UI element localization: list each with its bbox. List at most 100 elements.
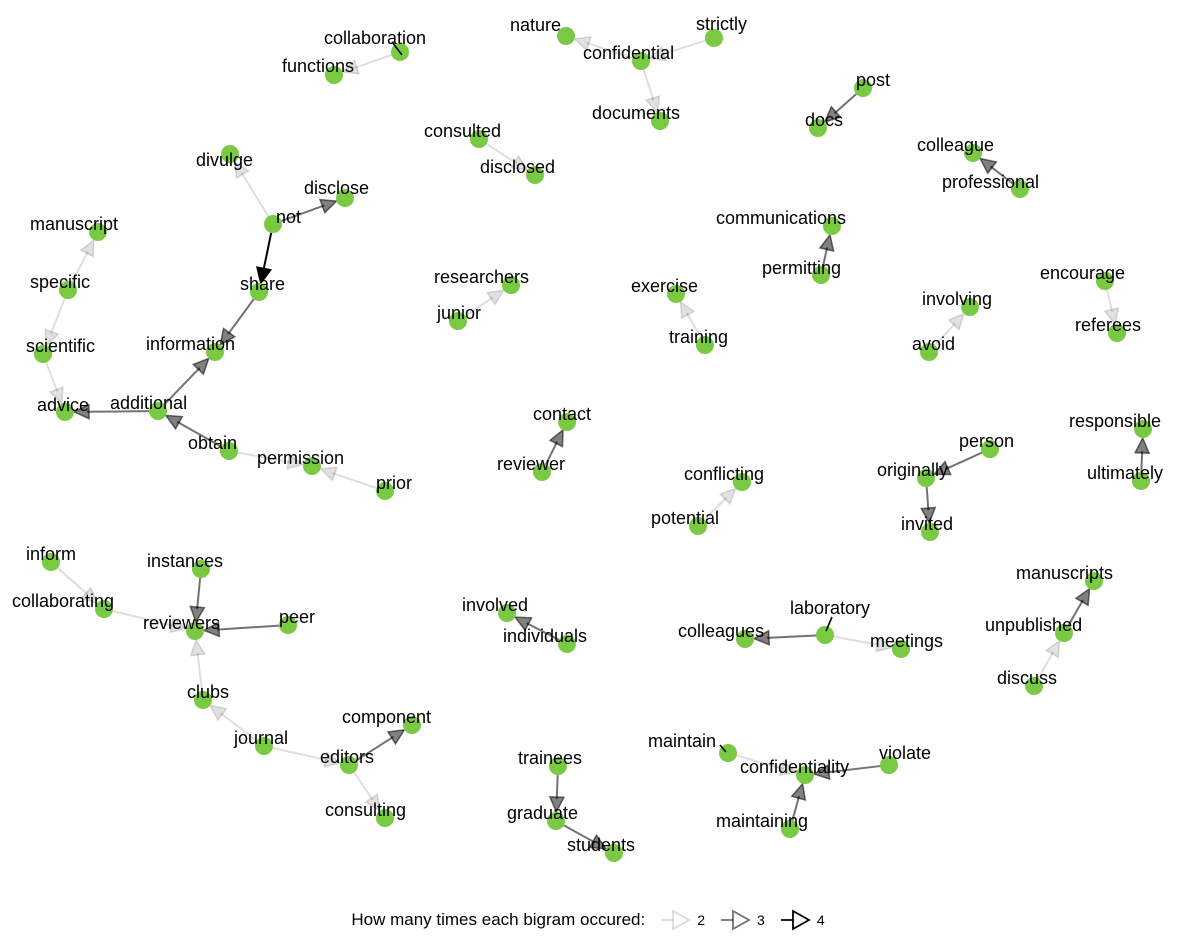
node-trainees (549, 757, 567, 775)
edge-share-information (219, 298, 255, 347)
node-label-invited: invited (901, 514, 953, 534)
edge-inform-collaborating (57, 567, 99, 605)
node-label-divulge: divulge (196, 150, 253, 170)
node-label-instances: instances (147, 551, 223, 571)
edge-avoid-involving (934, 312, 966, 347)
node-consulted (470, 130, 488, 148)
node-label-consulted: consulted (424, 121, 501, 141)
edge-unpublished-manuscripts (1067, 587, 1091, 626)
node-label-junior: junior (436, 303, 481, 323)
node-junior (449, 312, 467, 330)
node-label-permitting: permitting (762, 258, 841, 278)
label-leader-line (825, 616, 833, 632)
node-label-professional: professional (942, 172, 1039, 192)
edge-laboratory-meetings (833, 635, 894, 653)
node-label-violate: violate (879, 743, 931, 763)
edge-ultimately-responsible (1133, 436, 1151, 473)
node-label-collaboration: collaboration (324, 28, 426, 48)
node-originally (917, 469, 935, 487)
node-reviewers (186, 622, 204, 640)
node-collaborating (95, 600, 113, 618)
edge-journal-editors (272, 746, 342, 768)
node-label-component: component (342, 707, 431, 727)
node-confidentiality (796, 766, 814, 784)
node-label-permission: permission (257, 448, 344, 468)
node-avoid (920, 343, 938, 361)
node-permission (303, 457, 321, 475)
edge-additional-advice (72, 403, 150, 420)
node-label-avoid: avoid (912, 334, 955, 354)
node-label-referees: referees (1075, 315, 1141, 335)
edge-specific-manuscript (71, 238, 95, 283)
label-leader-line (719, 744, 727, 753)
node-functions (325, 66, 343, 84)
edge-potential-conflicting (703, 487, 737, 521)
edge-originally-invited (919, 486, 937, 525)
node-label-conflicting: conflicting (684, 464, 764, 484)
node-label-journal: journal (233, 728, 288, 748)
node-label-individuals: individuals (503, 626, 587, 646)
node-label-editors: editors (320, 747, 374, 767)
edge-editors-component (356, 728, 406, 762)
node-person (981, 440, 999, 458)
node-meetings (892, 640, 910, 658)
edge-collaboration-functions (340, 54, 392, 75)
node-not (264, 215, 282, 233)
edge-encourage-referees (1103, 289, 1120, 326)
node-advice (56, 403, 74, 421)
node-peer (279, 616, 297, 634)
edge-violate-confidentiality (812, 763, 881, 781)
node-label-reviewers: reviewers (143, 613, 220, 633)
node-students (605, 844, 623, 862)
legend-arrow-icon (661, 909, 692, 931)
node-invited (921, 523, 939, 541)
edge-post-docs (823, 93, 857, 124)
node-disclose (336, 189, 354, 207)
edge-discuss-unpublished (1037, 639, 1061, 679)
legend-title: How many times each bigram occured: (351, 910, 646, 929)
edge-editors-consulting (353, 771, 381, 813)
node-potential (689, 517, 707, 535)
edge-not-disclose (281, 198, 339, 222)
edge-layer (44, 36, 1151, 850)
node-specific (59, 281, 77, 299)
node-training (696, 336, 714, 354)
edge-strictly-confidential (647, 39, 706, 62)
edge-maintaining-confidentiality (790, 781, 807, 821)
legend-item-4: 4 (779, 909, 829, 931)
node-label-peer: peer (279, 607, 315, 627)
node-label-involving: involving (922, 289, 992, 309)
node-label-maintain: maintain (648, 731, 716, 751)
node-responsible (1134, 420, 1152, 438)
node-manuscript (89, 223, 107, 241)
node-label-training: training (669, 327, 728, 347)
edge-confidential-nature (572, 36, 633, 60)
node-prior (376, 482, 394, 500)
node-obtain (220, 442, 238, 460)
node-label-contact: contact (533, 404, 591, 424)
node-label-functions: functions (282, 56, 354, 76)
node-label-person: person (959, 431, 1014, 451)
edge-maintain-confidentiality (736, 754, 799, 777)
node-permitting (812, 266, 830, 284)
node-label-prior: prior (376, 473, 412, 493)
edge-journal-clubs (208, 704, 258, 742)
node-label-share: share (240, 274, 285, 294)
node-referees (1108, 324, 1126, 342)
node-journal (255, 737, 273, 755)
node-label-collaborating: collaborating (12, 591, 114, 611)
node-label-originally: originally (877, 460, 948, 480)
node-professional (1011, 180, 1029, 198)
label-layer: collaboration functions nature strictly conf… (12, 14, 1163, 855)
node-post (854, 79, 872, 97)
edge-training-exercise (679, 300, 702, 338)
node-additional (149, 402, 167, 420)
edge-confidential-documents (642, 69, 661, 115)
node-label-discuss: discuss (997, 668, 1057, 688)
node-instances (192, 560, 210, 578)
node-label-unpublished: unpublished (985, 615, 1082, 635)
edge-peer-reviewers (202, 621, 280, 638)
node-label-specific: specific (30, 272, 90, 292)
node-label-potential: potential (651, 508, 719, 528)
node-label-graduate: graduate (507, 803, 578, 823)
